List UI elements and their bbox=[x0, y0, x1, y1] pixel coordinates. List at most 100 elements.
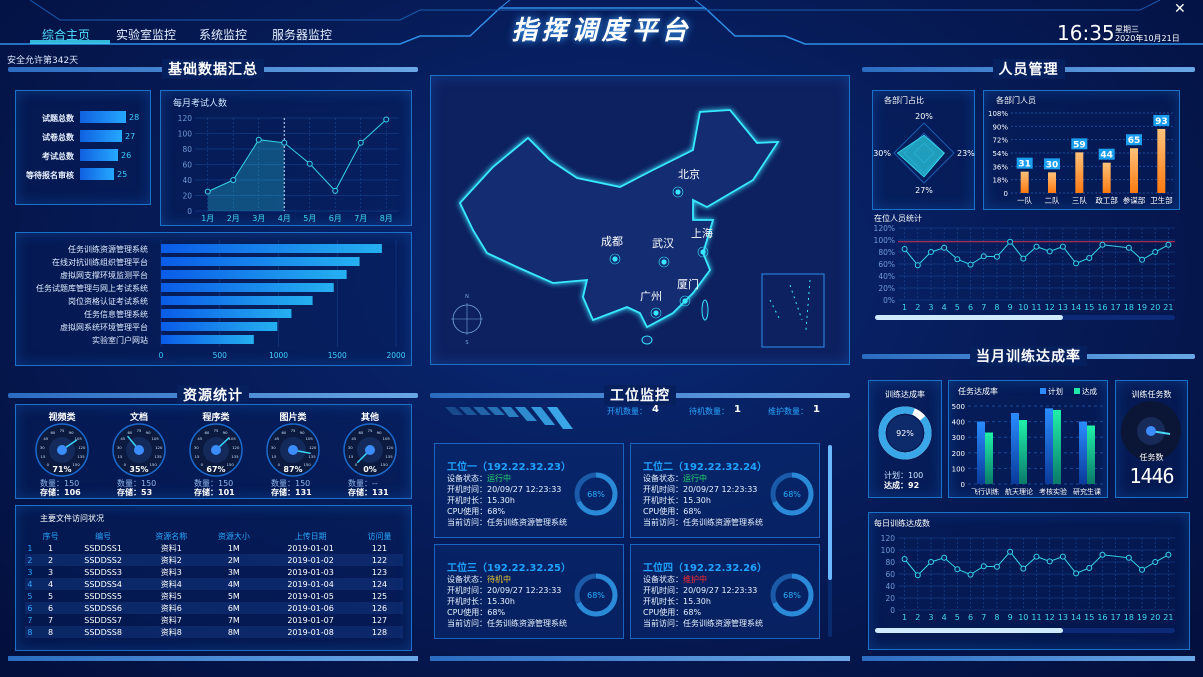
station-card[interactable]: 工位三（192.22.32.25） 设备状态：待机中 开机时间：20/09/27 1… bbox=[434, 544, 624, 639]
radar-label: 23% bbox=[957, 149, 975, 158]
data-point bbox=[1165, 241, 1172, 248]
gauge-tick: 45 bbox=[351, 436, 356, 441]
table-row[interactable]: 3 3 SSDDSS3 资料3 3M 2019-01-03 123 bbox=[25, 566, 403, 578]
x-tick-label: 8 bbox=[994, 303, 999, 312]
x-tick-label: 21 bbox=[1163, 303, 1173, 312]
current-visit: 当前访问：任务训练资源管理系统 bbox=[447, 518, 567, 527]
table-row[interactable]: 6 6 SSDDSS6 资料6 6M 2019-01-06 126 bbox=[25, 602, 403, 614]
table-cell: 7M bbox=[227, 615, 240, 625]
table-cell: 5M bbox=[227, 591, 240, 601]
data-point bbox=[941, 554, 948, 561]
table-cell: 7 bbox=[27, 615, 33, 625]
y-tick-label: 80% bbox=[878, 248, 895, 257]
scrollbar-thumb[interactable] bbox=[875, 628, 1063, 633]
gauge-tick: 120 bbox=[78, 445, 86, 450]
tab-system-monitor[interactable]: 系统监控 bbox=[199, 28, 248, 42]
status-value: 维护中 bbox=[683, 575, 707, 584]
gauge-title: 其他 bbox=[360, 413, 379, 423]
y-tick-label: 120 bbox=[178, 114, 193, 123]
cpu-ring: 68% bbox=[770, 472, 814, 516]
data-point bbox=[1125, 554, 1132, 561]
bar bbox=[161, 283, 334, 292]
x-tick-label: 15 bbox=[1084, 303, 1094, 312]
y-tick-label: 80 bbox=[885, 558, 895, 567]
x-tick-label: 20 bbox=[1150, 303, 1160, 312]
close-icon[interactable]: ✕ bbox=[1174, 1, 1186, 17]
x-tick-label: 16 bbox=[1097, 303, 1107, 312]
y-tick-label: 20 bbox=[182, 192, 192, 201]
tab-server-monitor[interactable]: 服务器监控 bbox=[272, 28, 333, 42]
table-row[interactable]: 5 5 SSDDSS5 资料5 5M 2019-01-05 125 bbox=[25, 590, 403, 602]
y-tick-label: 60 bbox=[885, 570, 895, 579]
bar bbox=[1102, 162, 1111, 193]
x-tick-label: 4 bbox=[942, 613, 947, 622]
x-tick-label: 参谋部 bbox=[1123, 195, 1146, 205]
gauge-tick: 120 bbox=[232, 445, 240, 450]
station-card[interactable]: 工位四（192.22.32.26） 设备状态：维护中 开机时间：20/09/27 1… bbox=[630, 544, 820, 639]
station-card[interactable]: 工位二（192.22.32.24） 设备状态：运行中 开机时间：20/09/27 1… bbox=[630, 443, 820, 538]
radar-area bbox=[896, 134, 945, 178]
bar bbox=[1053, 409, 1061, 484]
data-point bbox=[914, 572, 921, 579]
status-row: 设备状态：待机中 bbox=[447, 574, 511, 585]
table-cell: 2019-01-05 bbox=[287, 591, 334, 601]
table-cell: 资料6 bbox=[160, 603, 182, 613]
monthly-exam-chart: 0 20 40 60 80 100 120 1月 2月 3月 4月 5月 6月 7月 8月 bbox=[178, 114, 399, 223]
column-header: 访问量 bbox=[367, 531, 392, 541]
stat-value: 25 bbox=[117, 170, 128, 179]
gauge-tick: 105 bbox=[229, 436, 237, 441]
table-cell: SSDDSS8 bbox=[84, 627, 122, 637]
station-card[interactable]: 工位一（192.22.32.23） 设备状态：运行中 开机时间：20/09/27 1… bbox=[434, 443, 624, 538]
data-point bbox=[1139, 566, 1146, 573]
gauge-tick: 30 bbox=[271, 445, 276, 450]
bar bbox=[161, 257, 360, 266]
gauge-tick: 90 bbox=[223, 430, 228, 435]
chart-scrollbar[interactable] bbox=[875, 315, 1175, 320]
table-row[interactable]: 7 7 SSDDSS7 资料7 7M 2019-01-07 127 bbox=[25, 614, 403, 626]
y-tick-label: 18% bbox=[992, 177, 1008, 185]
x-tick-label: 12 bbox=[1045, 613, 1055, 622]
uptime: 开机时长：15.30h bbox=[643, 597, 711, 606]
gauge-tick: 135 bbox=[231, 454, 239, 459]
gauge-tick: 75 bbox=[291, 428, 296, 433]
city-ring bbox=[650, 307, 662, 319]
city-label: 广州 bbox=[640, 290, 662, 303]
table-row[interactable]: 8 8 SSDDSS8 资料8 8M 2019-01-08 128 bbox=[25, 626, 403, 638]
y-tick-label: 100 bbox=[178, 130, 193, 139]
table-row[interactable]: 1 1 SSDDSS1 资料1 1M 2019-01-01 121 bbox=[25, 542, 403, 554]
tab-home[interactable]: 综合主页 bbox=[42, 28, 91, 42]
stations-scrollbar[interactable] bbox=[828, 445, 832, 637]
data-point bbox=[1165, 551, 1172, 558]
bar bbox=[161, 322, 278, 331]
monthly-exam-panel bbox=[160, 90, 412, 226]
category-label: 任务信息管理系统 bbox=[84, 309, 148, 319]
table-row[interactable]: 2 2 SSDDSS2 资料2 2M 2019-01-02 122 bbox=[25, 554, 403, 566]
x-tick-label: 8月 bbox=[380, 214, 393, 223]
scrollbar-thumb[interactable] bbox=[875, 315, 1063, 320]
table-cell: 资料1 bbox=[160, 543, 182, 553]
table-row[interactable]: 4 4 SSDDSS4 资料4 4M 2019-01-04 124 bbox=[25, 578, 403, 590]
table-cell: 121 bbox=[371, 543, 388, 553]
scrollbar-thumb[interactable] bbox=[828, 445, 832, 580]
table-cell: 127 bbox=[371, 615, 388, 625]
gauge-hub bbox=[365, 445, 375, 455]
table-cell: 资料2 bbox=[160, 555, 182, 565]
data-label: 59 bbox=[1073, 140, 1086, 150]
stat-label: 考试总数 bbox=[42, 152, 74, 161]
x-tick-label: 二队 bbox=[1045, 196, 1061, 205]
x-tick-label: 11 bbox=[1031, 613, 1041, 622]
data-point bbox=[1125, 244, 1132, 251]
legend-label: 达成 bbox=[1082, 386, 1098, 396]
cpu-usage: CPU使用：68% bbox=[447, 507, 506, 516]
chart-scrollbar[interactable] bbox=[875, 628, 1175, 633]
gauge-count: 数量：150 bbox=[40, 479, 80, 488]
y-tick-label: 80 bbox=[182, 145, 192, 154]
gauge-tick: 135 bbox=[154, 454, 162, 459]
rate-title: 训练达成率 bbox=[885, 390, 925, 399]
data-point bbox=[1046, 558, 1053, 565]
done-text: 达成：92 bbox=[884, 481, 920, 490]
status-value: 运行中 bbox=[487, 474, 511, 483]
tab-lab-monitor[interactable]: 实验室监控 bbox=[116, 28, 177, 42]
table-cell: 2019-01-04 bbox=[287, 579, 334, 589]
